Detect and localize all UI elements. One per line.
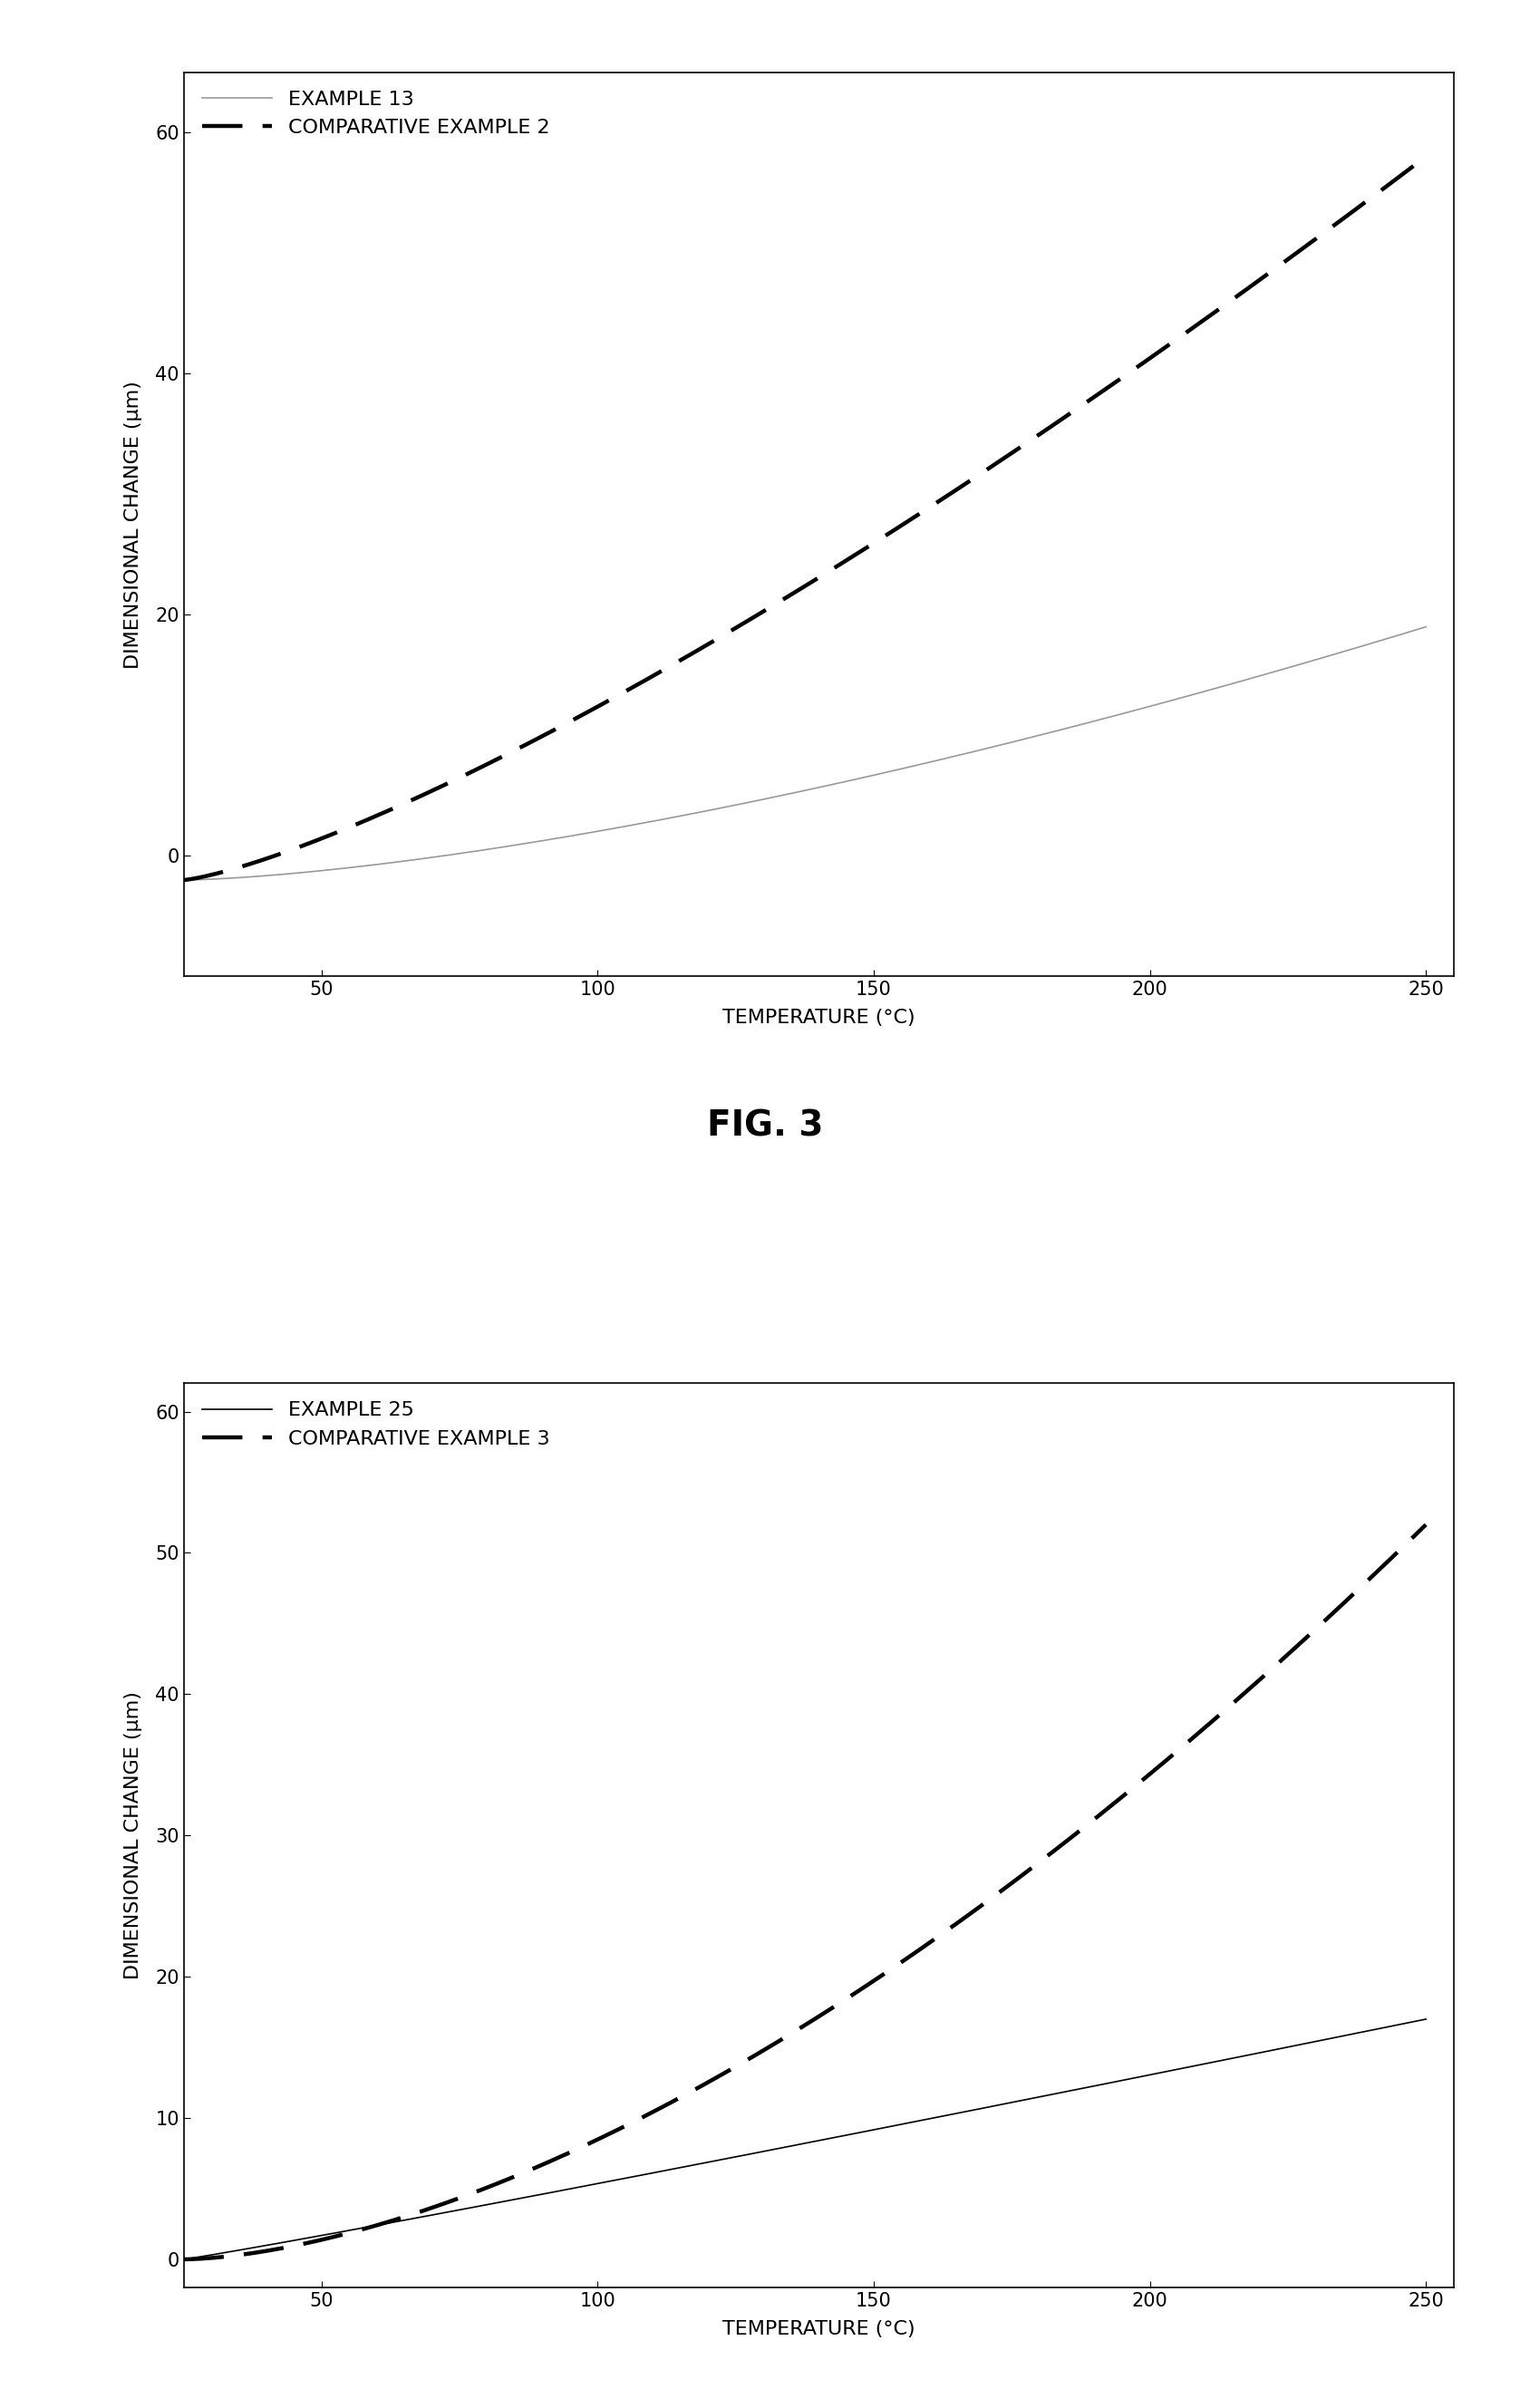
Text: FIG. 3: FIG. 3 [707,1110,823,1144]
Legend: EXAMPLE 25, COMPARATIVE EXAMPLE 3: EXAMPLE 25, COMPARATIVE EXAMPLE 3 [194,1394,558,1457]
Legend: EXAMPLE 13, COMPARATIVE EXAMPLE 2: EXAMPLE 13, COMPARATIVE EXAMPLE 2 [194,82,558,144]
X-axis label: TEMPERATURE (°C): TEMPERATURE (°C) [722,1009,915,1028]
X-axis label: TEMPERATURE (°C): TEMPERATURE (°C) [722,2321,915,2338]
Y-axis label: DIMENSIONAL CHANGE (μm): DIMENSIONAL CHANGE (μm) [124,1690,142,1979]
Y-axis label: DIMENSIONAL CHANGE (μm): DIMENSIONAL CHANGE (μm) [124,380,142,669]
